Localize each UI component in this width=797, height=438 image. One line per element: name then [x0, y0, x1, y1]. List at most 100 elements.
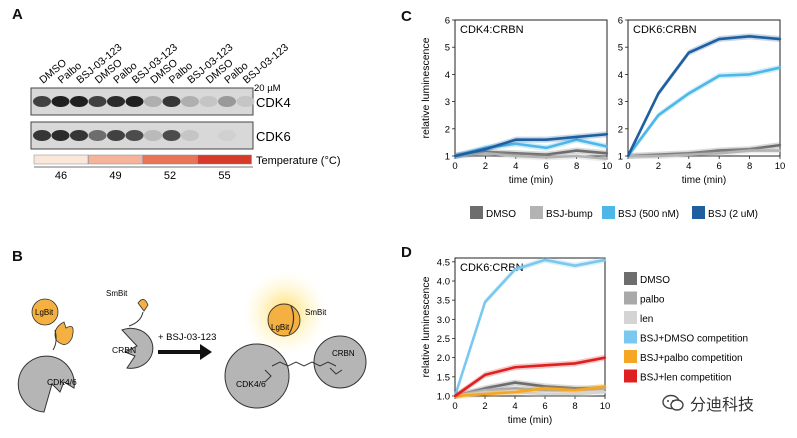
data-point: [513, 366, 517, 369]
luminescence-glow: [243, 271, 327, 355]
legend-label: BSJ+DMSO competition: [640, 334, 748, 345]
x-tick-label: 6: [544, 161, 549, 172]
data-point: [453, 154, 457, 158]
legend-swatch: [470, 206, 483, 219]
y-tick-label: 2.0: [437, 353, 450, 364]
y-tick-label: 5: [618, 43, 623, 54]
band: [144, 96, 162, 107]
data-point: [543, 258, 547, 262]
data-point: [575, 149, 578, 152]
series-band: [455, 147, 607, 159]
data-point: [543, 387, 547, 390]
data-point: [778, 143, 782, 147]
series-line: [626, 66, 781, 157]
lane-label: BSJ-03-123: [241, 41, 291, 86]
y-tick-label: 4.5: [437, 257, 450, 268]
band: [51, 130, 70, 141]
x-tick-label: 0: [452, 161, 457, 172]
data-point: [605, 145, 609, 148]
data-point: [575, 135, 578, 139]
y-tick-label: 1.5: [437, 372, 450, 383]
data-point: [513, 387, 517, 390]
data-point: [575, 138, 578, 141]
x-tick-label: 2: [483, 161, 488, 172]
y-tick-label: 4.0: [437, 277, 450, 288]
watermark-text: 分迪科技: [690, 395, 755, 414]
legend-swatch: [692, 206, 705, 219]
y-tick-label: 2.5: [437, 334, 450, 345]
data-point: [778, 149, 782, 152]
data-point: [514, 138, 517, 141]
data-point: [543, 389, 547, 392]
lane-label: BSJ-03-123: [185, 41, 235, 86]
x-axis-label: time (min): [509, 175, 553, 186]
degrader-molecule: [264, 367, 343, 383]
data-point: [626, 154, 630, 158]
y-tick-label: 1.0: [437, 392, 450, 403]
temp-bar: [142, 154, 198, 165]
band: [88, 130, 107, 141]
data-point: [687, 153, 690, 156]
y-tick-label: 6: [618, 16, 623, 27]
series-line: [454, 356, 606, 398]
data-point: [543, 364, 547, 367]
data-point: [453, 394, 457, 398]
data-point: [453, 154, 457, 158]
series-band: [455, 136, 607, 159]
lane-label: DMSO: [37, 57, 69, 86]
data-point: [748, 149, 751, 152]
x-tick-label: 10: [602, 161, 613, 172]
crbn-label: CRBN: [332, 349, 355, 358]
data-point: [545, 153, 548, 156]
y-tick-label: 3: [618, 97, 623, 108]
data-point: [718, 37, 721, 41]
lane-label: DMSO: [148, 57, 180, 86]
data-point: [483, 390, 487, 394]
wechat-icon: [662, 394, 684, 412]
blot-cdk6: [30, 121, 254, 150]
data-point: [575, 154, 578, 158]
series-line: [454, 138, 608, 158]
series-band: [455, 131, 607, 159]
band: [162, 96, 181, 107]
plot-frame: [627, 19, 781, 157]
data-point: [778, 37, 782, 41]
smbit-shape: [137, 299, 149, 312]
x-axis-label: time (min): [682, 175, 726, 186]
x-tick-label: 2: [656, 161, 661, 172]
band: [70, 96, 88, 107]
data-point: [453, 394, 457, 398]
series-line: [454, 132, 608, 158]
data-point: [545, 146, 548, 150]
data-point: [603, 387, 607, 390]
cdk-label: CDK4/6: [236, 379, 266, 389]
x-tick-label: 8: [574, 161, 579, 172]
data-point: [543, 385, 547, 388]
data-point: [748, 148, 751, 151]
x-tick-label: 0: [452, 401, 457, 412]
lane-label: Palbo: [167, 60, 195, 87]
plot-frame: [454, 19, 608, 157]
legend-swatch: [530, 206, 543, 219]
series-line: [454, 385, 606, 398]
data-point: [718, 149, 721, 152]
linker: [128, 311, 144, 327]
data-point: [603, 385, 607, 388]
band: [199, 96, 218, 107]
x-tick-label: 6: [542, 401, 547, 412]
data-point: [483, 387, 487, 390]
y-tick-label: 6: [445, 16, 450, 27]
panel-a-label: A: [12, 6, 23, 23]
data-point: [453, 154, 457, 158]
x-tick-label: 8: [747, 161, 752, 172]
smbit-label: SmBit: [106, 289, 128, 298]
cdk-protein-shape: [17, 355, 75, 413]
data-point: [657, 114, 660, 117]
data-point: [513, 381, 517, 384]
crbn-label: CRBN: [112, 345, 136, 355]
data-point: [626, 154, 630, 158]
data-point: [626, 154, 630, 158]
data-point: [453, 394, 457, 398]
